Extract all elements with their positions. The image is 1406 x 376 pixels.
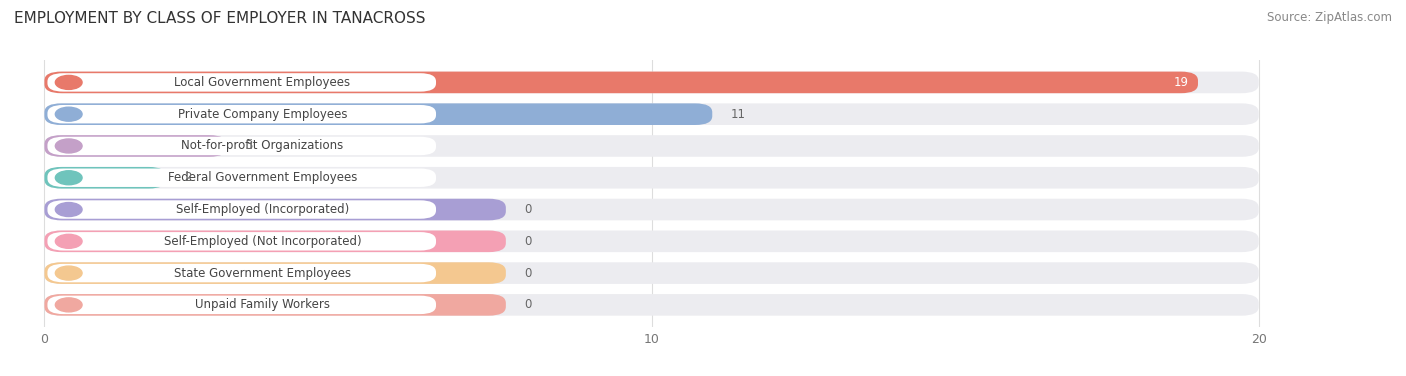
Circle shape [55, 203, 82, 217]
FancyBboxPatch shape [45, 71, 1198, 93]
FancyBboxPatch shape [48, 200, 436, 219]
FancyBboxPatch shape [45, 71, 1258, 93]
Circle shape [55, 298, 82, 312]
FancyBboxPatch shape [48, 296, 436, 314]
Text: 2: 2 [184, 171, 191, 184]
FancyBboxPatch shape [48, 168, 436, 187]
Text: 0: 0 [524, 203, 531, 216]
Circle shape [55, 266, 82, 280]
Text: 0: 0 [524, 299, 531, 311]
FancyBboxPatch shape [45, 135, 1258, 157]
Text: Federal Government Employees: Federal Government Employees [167, 171, 357, 184]
FancyBboxPatch shape [48, 137, 436, 155]
Text: 0: 0 [524, 267, 531, 280]
Text: Local Government Employees: Local Government Employees [174, 76, 350, 89]
Circle shape [55, 107, 82, 121]
Text: 11: 11 [731, 108, 745, 121]
Text: 0: 0 [524, 235, 531, 248]
Text: 19: 19 [1174, 76, 1189, 89]
Text: Self-Employed (Incorporated): Self-Employed (Incorporated) [176, 203, 349, 216]
FancyBboxPatch shape [48, 105, 436, 123]
Text: Self-Employed (Not Incorporated): Self-Employed (Not Incorporated) [163, 235, 361, 248]
FancyBboxPatch shape [45, 262, 506, 284]
FancyBboxPatch shape [45, 294, 506, 316]
Text: Unpaid Family Workers: Unpaid Family Workers [195, 299, 330, 311]
FancyBboxPatch shape [45, 199, 1258, 220]
FancyBboxPatch shape [45, 230, 506, 252]
FancyBboxPatch shape [48, 264, 436, 282]
FancyBboxPatch shape [45, 135, 226, 157]
Circle shape [55, 171, 82, 185]
Text: Private Company Employees: Private Company Employees [177, 108, 347, 121]
Text: 3: 3 [245, 139, 252, 153]
FancyBboxPatch shape [48, 232, 436, 250]
Text: State Government Employees: State Government Employees [174, 267, 352, 280]
FancyBboxPatch shape [45, 230, 1258, 252]
FancyBboxPatch shape [45, 199, 506, 220]
FancyBboxPatch shape [45, 167, 166, 188]
Circle shape [55, 234, 82, 248]
FancyBboxPatch shape [45, 294, 1258, 316]
Text: EMPLOYMENT BY CLASS OF EMPLOYER IN TANACROSS: EMPLOYMENT BY CLASS OF EMPLOYER IN TANAC… [14, 11, 426, 26]
Text: Source: ZipAtlas.com: Source: ZipAtlas.com [1267, 11, 1392, 24]
FancyBboxPatch shape [45, 103, 1258, 125]
Text: Not-for-profit Organizations: Not-for-profit Organizations [181, 139, 343, 153]
FancyBboxPatch shape [45, 262, 1258, 284]
FancyBboxPatch shape [45, 167, 1258, 188]
FancyBboxPatch shape [45, 103, 713, 125]
Circle shape [55, 76, 82, 89]
Circle shape [55, 139, 82, 153]
FancyBboxPatch shape [48, 73, 436, 92]
